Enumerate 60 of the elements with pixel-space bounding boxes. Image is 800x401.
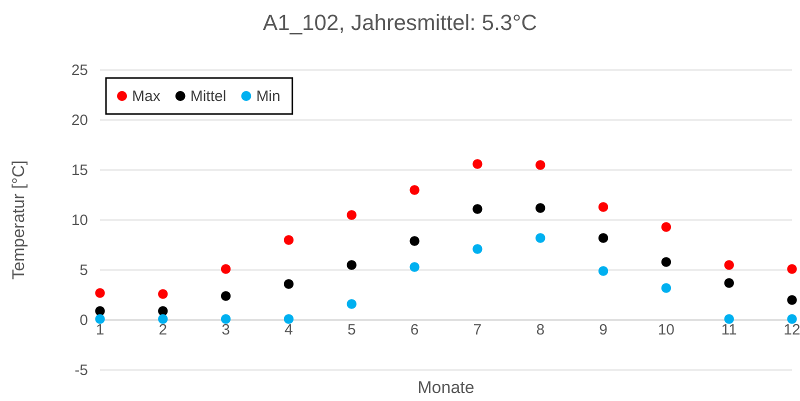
point (284, 235, 294, 245)
x-tick-label: 10 (658, 322, 675, 339)
point (158, 289, 168, 299)
point (95, 288, 105, 298)
point (472, 244, 482, 254)
point (535, 233, 546, 243)
point (787, 314, 797, 324)
point (724, 314, 734, 324)
legend-label: Min (256, 88, 280, 105)
y-tick-label: 20 (71, 112, 88, 129)
point (95, 306, 105, 316)
y-tick-label: 25 (71, 62, 88, 79)
point (346, 210, 357, 220)
point (284, 314, 294, 324)
point (346, 299, 357, 309)
point (95, 314, 105, 324)
y-axis-title: Temperatur [°C] (9, 160, 28, 280)
point (787, 295, 797, 305)
y-tick-label: 0 (80, 312, 88, 329)
point (220, 291, 231, 301)
x-tick-label: 12 (784, 322, 800, 339)
point (472, 204, 482, 214)
point (158, 314, 168, 324)
point (787, 264, 797, 274)
x-tick-label: 4 (284, 322, 293, 339)
x-tick-label: 3 (222, 322, 230, 339)
point (661, 283, 672, 293)
point (598, 233, 608, 243)
y-tick-label: 5 (80, 262, 88, 279)
point (598, 266, 608, 276)
point (535, 160, 546, 170)
legend-label: Max (132, 88, 161, 105)
legend-label: Mittel (190, 88, 226, 105)
x-tick-label: 2 (158, 322, 168, 339)
x-tick-label: 11 (721, 322, 737, 339)
x-tick-label: 5 (347, 322, 356, 339)
point (284, 279, 294, 289)
point (410, 185, 420, 195)
y-tick-label: -5 (74, 362, 88, 379)
y-tick-label: 15 (71, 162, 88, 179)
x-tick-label: 8 (536, 322, 545, 339)
point (410, 236, 420, 246)
point (724, 278, 734, 288)
point (410, 262, 420, 272)
point (598, 202, 608, 212)
x-tick-label: 6 (410, 322, 419, 339)
x-axis-title: Monate (418, 378, 474, 397)
x-tick-label: 9 (599, 322, 608, 339)
point (661, 222, 672, 232)
chart-title: A1_102, Jahresmittel: 5.3°C (262, 10, 538, 35)
point (724, 260, 734, 270)
point (535, 203, 546, 213)
point (346, 260, 357, 270)
point (220, 314, 231, 324)
x-tick-label: 7 (473, 322, 482, 339)
y-tick-label: 10 (71, 212, 88, 229)
x-tick-label: 1 (96, 322, 104, 339)
point (472, 159, 482, 169)
point (220, 264, 231, 274)
point (661, 257, 672, 267)
